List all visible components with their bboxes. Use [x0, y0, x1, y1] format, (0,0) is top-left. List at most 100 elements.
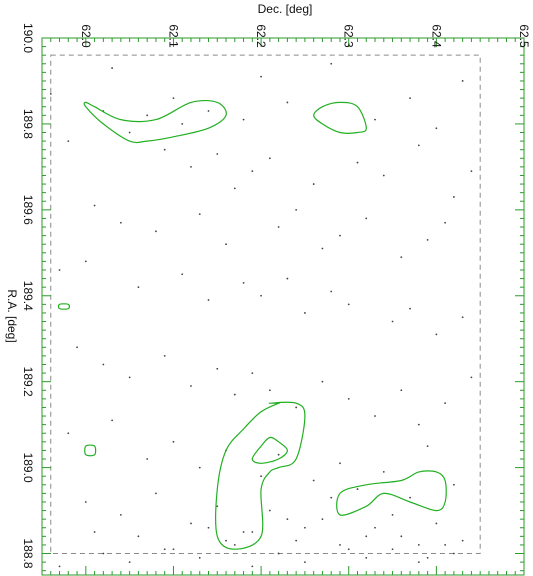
data-point — [102, 363, 105, 366]
data-point — [119, 513, 122, 516]
x-tick-label: 62.2 — [254, 24, 268, 48]
data-point — [461, 80, 464, 82]
data-point — [260, 75, 262, 78]
data-point — [242, 531, 245, 533]
data-point — [356, 161, 359, 164]
data-point — [128, 561, 131, 564]
data-point — [277, 453, 280, 456]
data-point — [163, 148, 166, 151]
data-point — [295, 208, 298, 211]
y-tick-label: 189.2 — [21, 367, 35, 397]
data-point — [93, 531, 96, 533]
data-point — [321, 380, 324, 383]
data-point — [216, 505, 219, 508]
data-point — [84, 501, 87, 503]
data-point — [426, 445, 429, 448]
data-point — [137, 535, 140, 538]
x-tick-label: 62.4 — [429, 24, 443, 48]
data-point — [111, 67, 114, 69]
data-point — [67, 140, 70, 143]
data-point — [470, 376, 473, 379]
data-point — [172, 548, 175, 551]
data-point — [251, 372, 254, 374]
plot-border — [41, 37, 525, 576]
data-point — [330, 62, 333, 65]
data-point — [260, 294, 262, 297]
data-point — [198, 556, 201, 559]
contour-line-4 — [84, 444, 97, 457]
data-point — [251, 531, 254, 533]
data-point — [365, 535, 368, 538]
x-tick-label: 62.3 — [342, 24, 356, 48]
data-point — [225, 243, 227, 246]
data-point — [128, 131, 131, 134]
data-point — [444, 402, 447, 405]
data-point — [312, 479, 315, 482]
y-tick-label: 189.6 — [21, 195, 35, 225]
data-point — [321, 518, 324, 521]
footprint-box — [50, 54, 481, 555]
data-point — [339, 462, 341, 465]
survey-footprint-layer — [50, 54, 481, 555]
data-point — [190, 522, 192, 525]
data-point — [400, 256, 403, 258]
data-point — [216, 153, 219, 155]
data-point — [452, 196, 455, 198]
data-point — [426, 239, 429, 241]
data-point — [146, 114, 149, 117]
x-tick-label: 62.0 — [79, 24, 93, 48]
data-point — [417, 561, 420, 564]
data-point — [111, 419, 114, 422]
data-point — [207, 526, 210, 529]
data-point — [417, 544, 420, 546]
data-point — [190, 385, 192, 387]
data-point — [391, 548, 394, 551]
data-point — [330, 496, 333, 499]
data-point — [444, 544, 447, 546]
data-point — [435, 522, 438, 525]
data-point — [461, 539, 464, 542]
data-point — [137, 286, 140, 289]
data-point — [172, 97, 175, 100]
data-point — [452, 483, 455, 486]
data-point — [382, 174, 385, 177]
data-point — [409, 496, 411, 499]
data-point — [67, 432, 70, 435]
data-point — [444, 221, 447, 224]
data-point — [400, 389, 403, 392]
data-point — [163, 548, 166, 551]
contour-line-3 — [57, 303, 71, 310]
data-point — [190, 165, 192, 168]
data-point — [233, 393, 236, 396]
data-point — [233, 544, 236, 546]
data-point — [452, 552, 455, 555]
axis-ticks-layer: 62.0 62.1 62.2 62.3 62.4 62.5 190.0 189.8 189.6 1… — [21, 23, 531, 575]
data-point — [365, 217, 368, 220]
data-point — [312, 183, 315, 185]
contour-line-7 — [336, 470, 447, 516]
data-point — [233, 187, 236, 190]
data-point — [49, 92, 52, 95]
data-point — [181, 273, 184, 276]
data-point — [330, 290, 333, 293]
contour-line-5 — [215, 401, 306, 550]
data-point — [304, 312, 306, 314]
y-tick-label: 189.8 — [21, 109, 35, 139]
x-axis-title: Dec. [deg] — [258, 2, 313, 16]
data-point — [207, 299, 210, 301]
data-point — [347, 397, 350, 400]
data-point — [321, 247, 324, 250]
data-point — [391, 320, 394, 323]
data-point — [286, 518, 289, 521]
data-point — [417, 423, 420, 426]
data-point — [216, 367, 219, 370]
data-point — [242, 281, 245, 284]
data-point — [461, 316, 464, 319]
data-point — [374, 415, 376, 417]
data-point — [268, 157, 271, 160]
contour-line-1 — [83, 99, 227, 144]
data-point — [277, 552, 280, 555]
data-point — [260, 475, 262, 478]
